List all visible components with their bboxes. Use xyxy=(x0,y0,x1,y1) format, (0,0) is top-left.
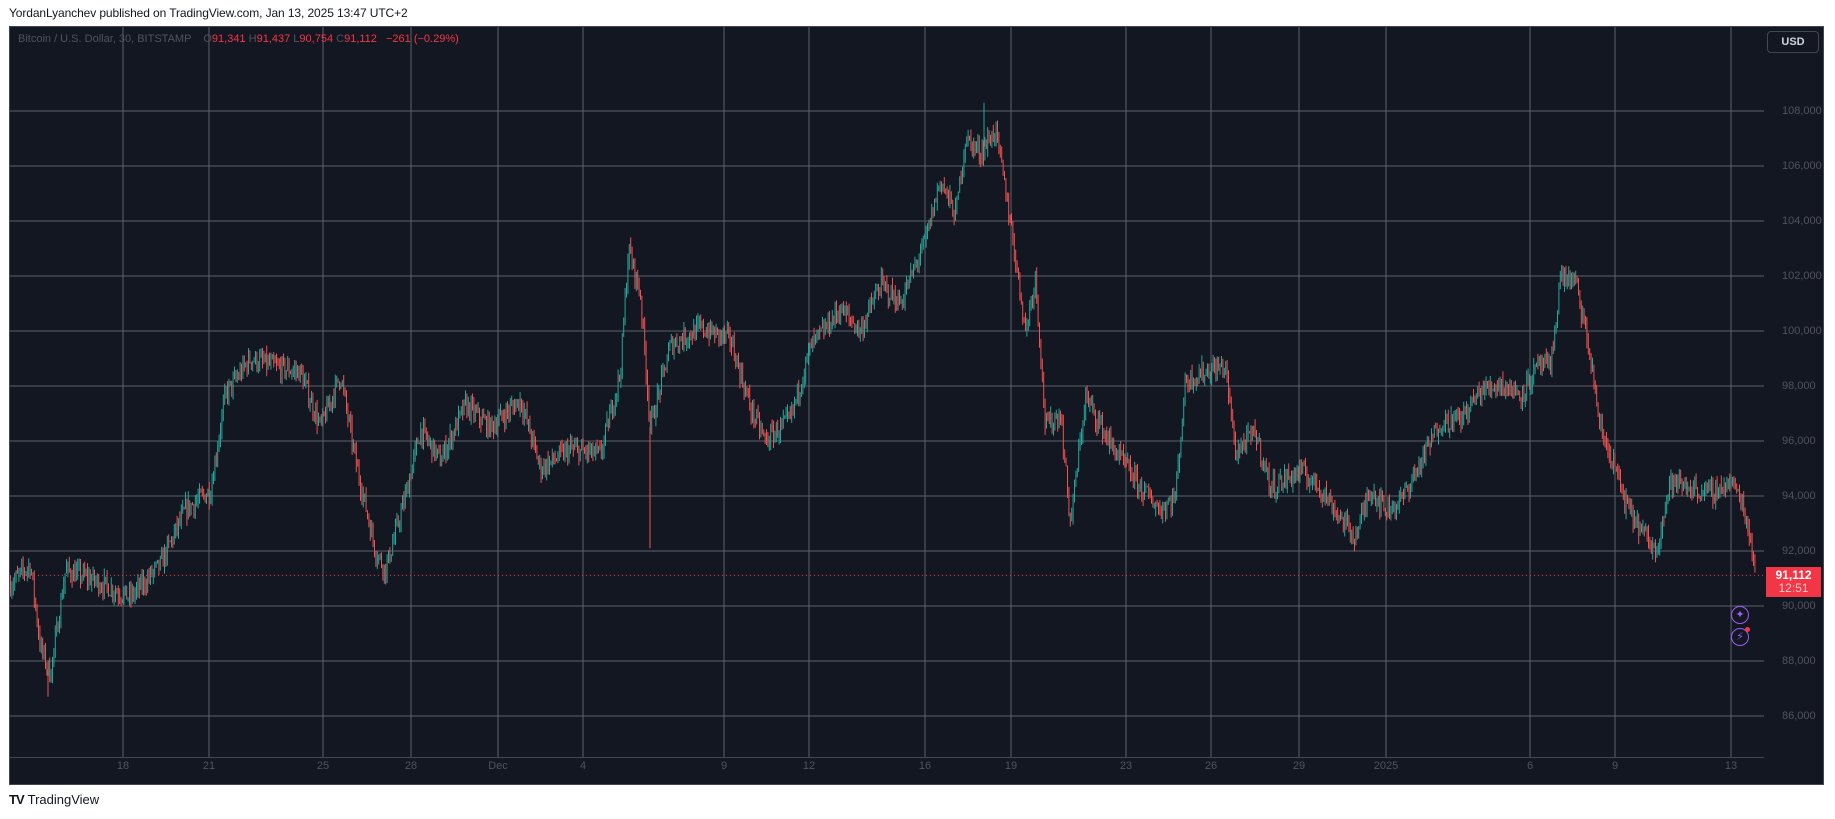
price-tick-label: 94,000 xyxy=(1782,490,1816,502)
time-tick-label: 26 xyxy=(1204,760,1218,772)
time-tick-label: 6 xyxy=(1526,760,1534,772)
time-tick-label: 16 xyxy=(918,760,932,772)
candlestick-chart[interactable] xyxy=(10,27,1764,785)
high-key: H xyxy=(248,33,257,45)
time-tick-label: 23 xyxy=(1119,760,1133,772)
time-tick-label: 18 xyxy=(116,760,130,772)
open-value: 91,341 xyxy=(211,33,246,45)
high-value: 91,437 xyxy=(256,33,291,45)
close-value: 91,112 xyxy=(344,33,377,45)
price-tick-label: 98,000 xyxy=(1782,380,1816,392)
open-key: O xyxy=(203,33,212,45)
price-tick-label: 106,000 xyxy=(1782,160,1822,172)
time-tick-label: 2025 xyxy=(1373,760,1399,772)
close-key: C xyxy=(336,33,345,45)
chart-plot-area[interactable]: Bitcoin / U.S. Dollar, 30, BITSTAMP O91,… xyxy=(10,27,1764,785)
price-tick-label: 92,000 xyxy=(1782,545,1816,557)
time-tick-label: 28 xyxy=(404,760,418,772)
price-tick-label: 86,000 xyxy=(1782,710,1816,722)
notification-dot xyxy=(1745,627,1750,632)
price-tick-label: 100,000 xyxy=(1782,325,1822,337)
footer-branding[interactable]: TV TradingView xyxy=(9,792,99,807)
symbol-name: Bitcoin / U.S. Dollar, 30, BITSTAMP xyxy=(18,33,192,45)
price-tick-label: 90,000 xyxy=(1782,600,1816,612)
time-tick-label: 29 xyxy=(1292,760,1306,772)
time-tick-label: 12 xyxy=(802,760,816,772)
time-axis-divider xyxy=(10,757,1764,758)
chart-frame: Bitcoin / U.S. Dollar, 30, BITSTAMP O91,… xyxy=(9,26,1824,785)
change-value: −261 (−0.29%) xyxy=(385,33,459,45)
price-tick-label: 104,000 xyxy=(1782,215,1822,227)
time-tick-label: 9 xyxy=(720,760,728,772)
symbol-legend: Bitcoin / U.S. Dollar, 30, BITSTAMP O91,… xyxy=(18,33,459,45)
price-tick-label: 96,000 xyxy=(1782,435,1816,447)
price-tick-label: 102,000 xyxy=(1782,270,1822,282)
price-tick-label: 88,000 xyxy=(1782,655,1816,667)
time-tick-label: 25 xyxy=(316,760,330,772)
time-tick-label: 19 xyxy=(1004,760,1018,772)
publisher-header: YordanLyanchev published on TradingView.… xyxy=(9,6,408,20)
time-tick-label: 21 xyxy=(202,760,216,772)
sparkle-icon[interactable]: ✦ xyxy=(1731,606,1749,624)
time-tick-label: 13 xyxy=(1724,760,1738,772)
last-price-value: 91,112 xyxy=(1775,568,1812,583)
lightning-icon[interactable]: ⚡ xyxy=(1731,627,1750,646)
time-tick-label: 9 xyxy=(1611,760,1619,772)
time-tick-label: 4 xyxy=(579,760,587,772)
brand-name: TradingView xyxy=(27,792,100,807)
bar-countdown: 12:51 xyxy=(1778,581,1809,596)
tradingview-logo-icon: TV xyxy=(9,792,25,807)
low-key: L xyxy=(293,33,300,45)
low-value: 90,754 xyxy=(299,33,334,45)
price-tick-label: 108,000 xyxy=(1782,105,1822,117)
time-tick-label: Dec xyxy=(488,760,508,772)
currency-button[interactable]: USD xyxy=(1767,31,1819,53)
last-price-tag: 91,112 12:51 xyxy=(1766,567,1821,598)
